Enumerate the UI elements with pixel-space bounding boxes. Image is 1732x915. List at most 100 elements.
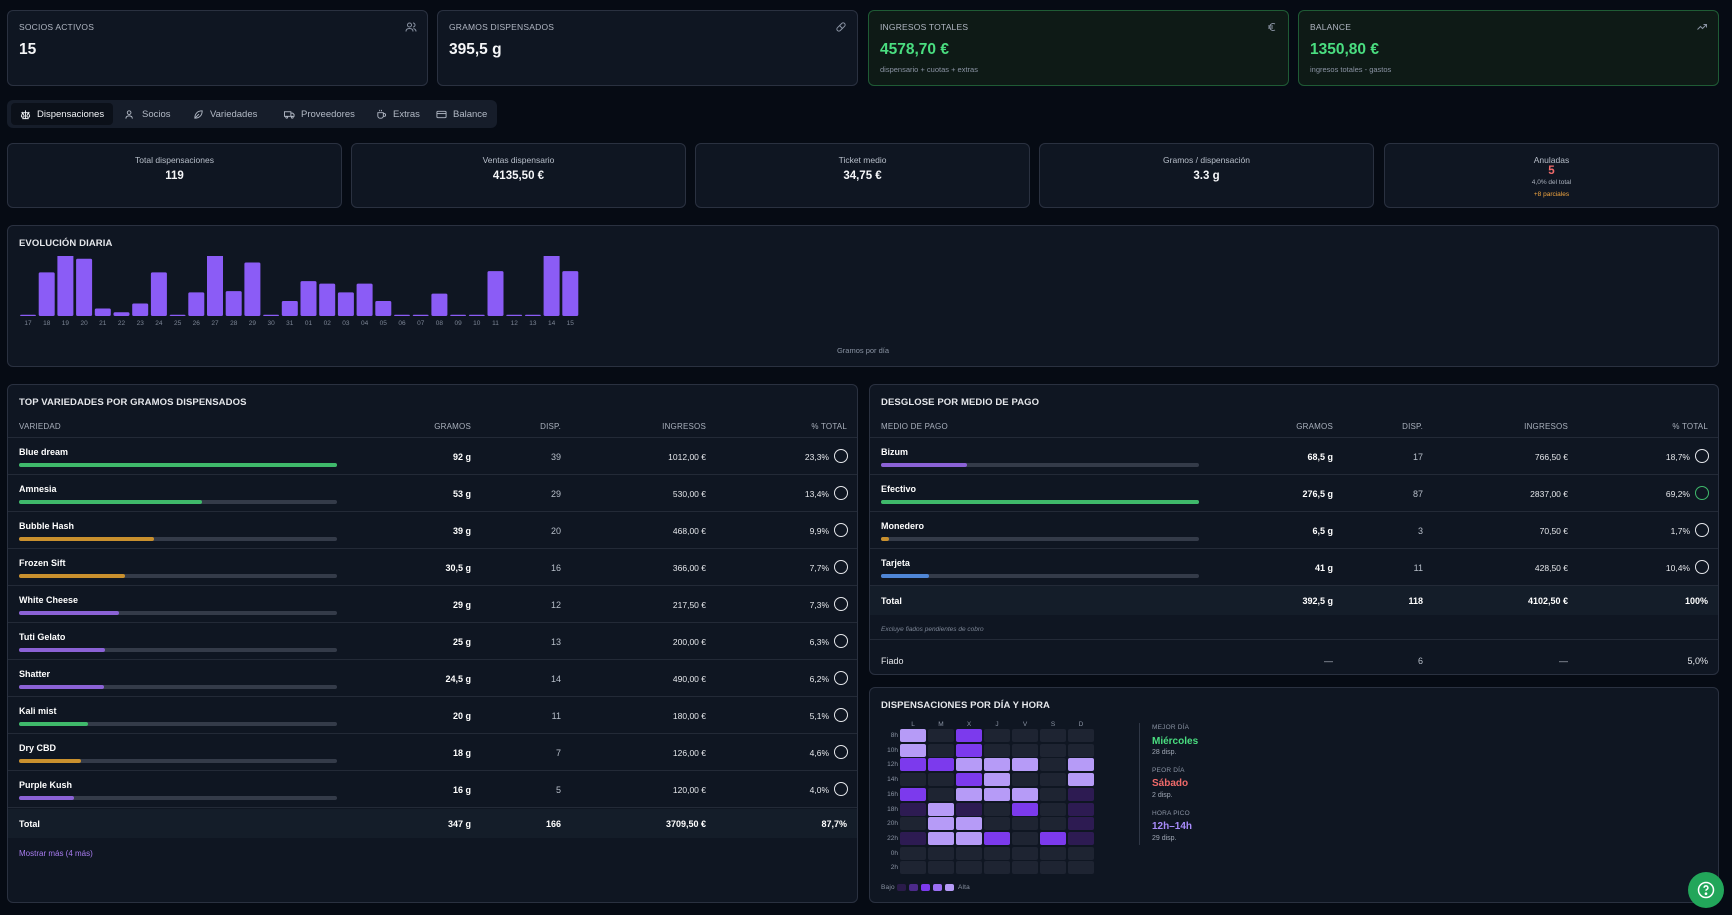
daily-bar[interactable] xyxy=(225,291,242,316)
tab-variedades[interactable]: Variedades xyxy=(184,103,266,125)
heatmap-cell[interactable] xyxy=(928,831,954,845)
heatmap-cell[interactable] xyxy=(984,758,1010,772)
daily-bar[interactable] xyxy=(38,272,55,316)
table-row[interactable]: Tarjeta 41 g 11 428,50 € 10,4% xyxy=(870,549,1718,586)
heatmap-cell[interactable] xyxy=(928,817,954,831)
heatmap-cell[interactable] xyxy=(928,729,954,742)
daily-bar[interactable] xyxy=(375,301,392,316)
heatmap-cell[interactable] xyxy=(928,802,954,816)
daily-bar[interactable] xyxy=(263,314,280,316)
daily-bar[interactable] xyxy=(394,314,410,316)
tab-balance[interactable]: Balance xyxy=(427,103,496,125)
table-row[interactable]: Monedero 6,5 g 3 70,50 € 1,7% xyxy=(870,512,1718,549)
heatmap-cell[interactable] xyxy=(984,743,1010,757)
heatmap-cell[interactable] xyxy=(984,802,1010,816)
daily-bar[interactable] xyxy=(468,314,485,316)
daily-bar[interactable] xyxy=(337,292,354,316)
heatmap-cell[interactable] xyxy=(900,787,926,801)
daily-bar[interactable] xyxy=(412,314,429,316)
heatmap-cell[interactable] xyxy=(1040,817,1066,831)
heatmap-cell[interactable] xyxy=(1012,831,1038,845)
table-row[interactable]: Shatter 24,5 g 14 490,00 € 6,2% xyxy=(8,660,857,697)
heatmap-cell[interactable] xyxy=(1012,802,1038,816)
heatmap-cell[interactable] xyxy=(1068,743,1094,757)
heatmap-cell[interactable] xyxy=(928,846,954,860)
heatmap-cell[interactable] xyxy=(956,817,982,831)
heatmap-cell[interactable] xyxy=(1012,758,1038,772)
table-row[interactable]: White Cheese 29 g 12 217,50 € 7,3% xyxy=(8,586,857,623)
heatmap-cell[interactable] xyxy=(1068,773,1094,787)
heatmap-cell[interactable] xyxy=(900,831,926,845)
heatmap-cell[interactable] xyxy=(1068,831,1094,845)
table-row[interactable]: Bizum 68,5 g 17 766,50 € 18,7% xyxy=(870,438,1718,475)
table-row[interactable]: Kali mist 20 g 11 180,00 € 5,1% xyxy=(8,697,857,734)
heatmap-cell[interactable] xyxy=(900,861,926,875)
heatmap-cell[interactable] xyxy=(1040,802,1066,816)
daily-bar[interactable] xyxy=(524,314,541,316)
heatmap-cell[interactable] xyxy=(1040,787,1066,801)
heatmap-cell[interactable] xyxy=(956,743,982,757)
daily-bar[interactable] xyxy=(319,283,336,316)
heatmap-cell[interactable] xyxy=(1040,861,1066,875)
table-row[interactable]: Frozen Sift 30,5 g 16 366,00 € 7,7% xyxy=(8,549,857,586)
heatmap-cell[interactable] xyxy=(900,773,926,787)
heatmap-cell[interactable] xyxy=(956,787,982,801)
heatmap-cell[interactable] xyxy=(900,846,926,860)
heatmap-cell[interactable] xyxy=(984,729,1010,742)
daily-bar[interactable] xyxy=(450,314,467,316)
heatmap-cell[interactable] xyxy=(956,802,982,816)
heatmap-cell[interactable] xyxy=(900,729,926,742)
daily-bar[interactable] xyxy=(506,314,523,316)
daily-bar[interactable] xyxy=(57,256,74,316)
daily-bar[interactable] xyxy=(543,256,560,316)
heatmap-cell[interactable] xyxy=(1040,846,1066,860)
heatmap-cell[interactable] xyxy=(956,861,982,875)
heatmap-cell[interactable] xyxy=(956,729,982,742)
daily-bar[interactable] xyxy=(150,272,167,316)
daily-bar[interactable] xyxy=(20,314,36,316)
heatmap-cell[interactable] xyxy=(900,817,926,831)
table-row[interactable]: Amnesia 53 g 29 530,00 € 13,4% xyxy=(8,475,857,512)
heatmap-cell[interactable] xyxy=(1040,743,1066,757)
heatmap-cell[interactable] xyxy=(928,743,954,757)
heatmap-cell[interactable] xyxy=(1068,846,1094,860)
heatmap-cell[interactable] xyxy=(1068,787,1094,801)
heatmap-cell[interactable] xyxy=(1040,831,1066,845)
heatmap-cell[interactable] xyxy=(1012,743,1038,757)
heatmap-cell[interactable] xyxy=(984,773,1010,787)
daily-bar[interactable] xyxy=(431,293,448,316)
heatmap-cell[interactable] xyxy=(900,758,926,772)
tab-socios[interactable]: Socios xyxy=(116,103,180,125)
heatmap-cell[interactable] xyxy=(1012,846,1038,860)
daily-bar[interactable] xyxy=(94,308,111,316)
heatmap-cell[interactable] xyxy=(1040,773,1066,787)
daily-bar[interactable] xyxy=(113,312,130,316)
heatmap-cell[interactable] xyxy=(1012,787,1038,801)
table-row[interactable]: Tuti Gelato 25 g 13 200,00 € 6,3% xyxy=(8,623,857,660)
heatmap-cell[interactable] xyxy=(984,787,1010,801)
table-row[interactable]: Dry CBD 18 g 7 126,00 € 4,6% xyxy=(8,734,857,771)
daily-bar[interactable] xyxy=(169,314,186,316)
help-button[interactable] xyxy=(1688,872,1724,908)
heatmap-cell[interactable] xyxy=(1068,817,1094,831)
table-row[interactable]: Blue dream 92 g 39 1012,00 € 23,3% xyxy=(8,438,857,475)
show-more-link[interactable]: Mostrar más (4 más) xyxy=(19,849,93,858)
daily-bar[interactable] xyxy=(281,301,298,316)
heatmap-cell[interactable] xyxy=(1068,758,1094,772)
heatmap-cell[interactable] xyxy=(900,743,926,757)
table-row[interactable]: Efectivo 276,5 g 87 2837,00 € 69,2% xyxy=(870,475,1718,512)
heatmap-cell[interactable] xyxy=(956,758,982,772)
heatmap-cell[interactable] xyxy=(1012,773,1038,787)
daily-bar[interactable] xyxy=(300,281,317,316)
daily-bar[interactable] xyxy=(244,262,261,316)
heatmap-cell[interactable] xyxy=(928,861,954,875)
daily-bar[interactable] xyxy=(207,256,223,316)
daily-bar[interactable] xyxy=(188,292,205,316)
heatmap-cell[interactable] xyxy=(928,773,954,787)
heatmap-cell[interactable] xyxy=(1068,861,1094,875)
heatmap-cell[interactable] xyxy=(1068,802,1094,816)
tab-extras[interactable]: Extras xyxy=(367,103,429,125)
heatmap-cell[interactable] xyxy=(984,846,1010,860)
heatmap-cell[interactable] xyxy=(1040,729,1066,742)
daily-bar[interactable] xyxy=(76,258,93,316)
